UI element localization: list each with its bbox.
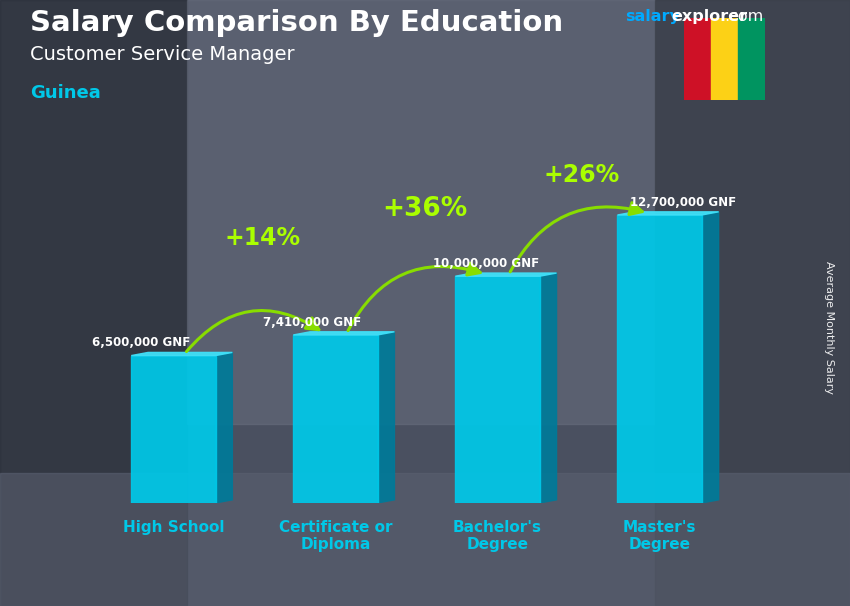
Bar	[456, 276, 540, 503]
Polygon shape	[540, 273, 557, 503]
Text: +14%: +14%	[224, 226, 301, 250]
Text: Customer Service Manager: Customer Service Manager	[30, 45, 294, 64]
Bar	[0, 473, 850, 606]
Bar	[711, 18, 738, 100]
Text: .com: .com	[724, 9, 763, 24]
Text: 7,410,000 GNF: 7,410,000 GNF	[263, 316, 360, 328]
Bar	[293, 335, 377, 503]
Bar	[654, 0, 850, 606]
Polygon shape	[456, 273, 557, 276]
Bar	[684, 18, 711, 100]
Polygon shape	[617, 212, 718, 215]
Polygon shape	[293, 332, 394, 335]
Bar	[0, 0, 187, 606]
Text: salary: salary	[625, 9, 680, 24]
Text: Salary Comparison By Education: Salary Comparison By Education	[30, 9, 563, 37]
Polygon shape	[702, 212, 718, 503]
Text: 6,500,000 GNF: 6,500,000 GNF	[93, 336, 190, 349]
Text: Guinea: Guinea	[30, 84, 100, 102]
Text: +36%: +36%	[382, 196, 468, 222]
Polygon shape	[131, 353, 232, 356]
Text: 12,700,000 GNF: 12,700,000 GNF	[631, 196, 737, 208]
Bar	[617, 215, 702, 503]
Bar	[738, 18, 765, 100]
Polygon shape	[377, 332, 394, 503]
Polygon shape	[216, 353, 232, 503]
Bar	[131, 356, 216, 503]
Text: 10,000,000 GNF: 10,000,000 GNF	[433, 257, 539, 270]
Text: Average Monthly Salary: Average Monthly Salary	[824, 261, 834, 394]
Text: explorer: explorer	[672, 9, 748, 24]
Bar	[187, 0, 654, 424]
Text: +26%: +26%	[544, 162, 620, 187]
